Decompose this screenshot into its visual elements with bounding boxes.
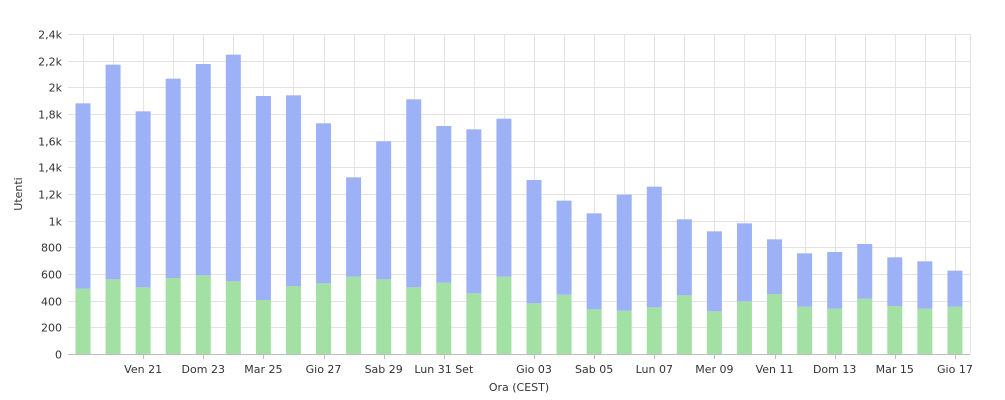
bar-segment-upper[interactable] — [706, 231, 722, 312]
y-tick-label: 2,2k — [38, 56, 62, 69]
y-tick-label: 0 — [55, 349, 62, 362]
bar-segment-lower[interactable] — [466, 293, 482, 354]
y-tick-label: 400 — [41, 296, 62, 309]
y-tick-label: 1k — [49, 216, 63, 229]
y-tick-label: 800 — [41, 242, 62, 255]
bar-segment-lower[interactable] — [105, 279, 121, 354]
y-tick-label: 600 — [41, 269, 62, 282]
bar-segment-upper[interactable] — [887, 257, 903, 306]
x-tick-label: Sab 05 — [575, 363, 613, 376]
y-tick-label: 1,6k — [38, 136, 62, 149]
y-tick-label: 1,8k — [38, 109, 62, 122]
bar-segment-lower[interactable] — [406, 287, 422, 354]
bar-segment-lower[interactable] — [285, 286, 301, 354]
x-tick-label: Mar 15 — [876, 363, 914, 376]
bar-segment-lower[interactable] — [376, 279, 392, 354]
bar-segment-upper[interactable] — [616, 194, 632, 311]
y-tick-label: 200 — [41, 322, 62, 335]
bar-segment-upper[interactable] — [466, 129, 482, 294]
x-tick-label: Ven 21 — [124, 363, 162, 376]
y-axis-title: Utenti — [12, 177, 25, 210]
bar-segment-lower[interactable] — [736, 301, 752, 354]
bar-segment-lower[interactable] — [616, 310, 632, 354]
x-tick-label: Dom 23 — [182, 363, 225, 376]
bar-segment-lower[interactable] — [556, 294, 572, 354]
bar-segment-lower[interactable] — [316, 283, 332, 354]
bar-segment-lower[interactable] — [586, 309, 602, 354]
x-tick-label: Gio 27 — [306, 363, 342, 376]
bar-segment-upper[interactable] — [556, 200, 572, 295]
x-tick-label: Dom 13 — [813, 363, 856, 376]
bar-segment-lower[interactable] — [767, 294, 783, 354]
bar-segment-upper[interactable] — [406, 99, 422, 288]
y-tick-label: 1,4k — [38, 162, 62, 175]
bar-segment-lower[interactable] — [496, 276, 512, 354]
bar-segment-upper[interactable] — [135, 111, 151, 288]
x-tick-label: Gio 17 — [937, 363, 973, 376]
bar-segment-upper[interactable] — [947, 270, 963, 307]
bar-segment-upper[interactable] — [797, 253, 813, 307]
bar-segment-lower[interactable] — [526, 303, 542, 354]
bar-segment-upper[interactable] — [646, 186, 662, 308]
bar-segment-upper[interactable] — [75, 103, 91, 289]
x-tick-label: Gio 03 — [516, 363, 552, 376]
bar-segment-lower[interactable] — [195, 275, 211, 354]
x-axis-title: Ora (CEST) — [489, 381, 549, 394]
bar-segment-lower[interactable] — [887, 306, 903, 354]
bar-segment-upper[interactable] — [225, 54, 241, 282]
bar-segment-lower[interactable] — [797, 306, 813, 354]
x-tick-label: Lun 07 — [636, 363, 673, 376]
bar-segment-upper[interactable] — [526, 180, 542, 304]
bar-segment-upper[interactable] — [436, 126, 452, 283]
bar-segment-upper[interactable] — [736, 223, 752, 302]
x-tick-label: Lun 31 Set — [414, 363, 474, 376]
x-tick-label: Mar 25 — [244, 363, 282, 376]
bar-segment-lower[interactable] — [165, 278, 181, 354]
bar-segment-upper[interactable] — [255, 96, 271, 300]
bar-segment-upper[interactable] — [346, 177, 362, 277]
bar-segment-lower[interactable] — [225, 281, 241, 354]
y-tick-label: 2k — [49, 82, 63, 95]
bar-segment-upper[interactable] — [917, 261, 933, 309]
bars — [75, 54, 963, 354]
x-tick-label: Mer 09 — [695, 363, 733, 376]
bar-segment-lower[interactable] — [917, 308, 933, 354]
bar-segment-lower[interactable] — [857, 298, 873, 354]
bar-segment-upper[interactable] — [195, 64, 211, 276]
bar-segment-lower[interactable] — [827, 308, 843, 354]
bar-segment-upper[interactable] — [165, 78, 181, 279]
bar-segment-lower[interactable] — [135, 287, 151, 354]
x-tick-label: Sab 29 — [365, 363, 403, 376]
bar-segment-upper[interactable] — [376, 141, 392, 280]
bar-segment-upper[interactable] — [857, 244, 873, 299]
x-tick-label: Ven 11 — [756, 363, 794, 376]
bar-segment-lower[interactable] — [436, 282, 452, 354]
bar-segment-lower[interactable] — [646, 307, 662, 354]
bar-segment-lower[interactable] — [947, 306, 963, 354]
bar-segment-lower[interactable] — [676, 295, 692, 354]
bar-segment-upper[interactable] — [285, 95, 301, 286]
bar-segment-lower[interactable] — [346, 276, 362, 354]
y-axis-ticks: 0 200 400 600 800 1k 1,2k 1,4k 1,6k 1,8k 2k 2,2k 2,4… — [38, 29, 62, 362]
bar-segment-lower[interactable] — [706, 311, 722, 354]
bar-segment-lower[interactable] — [255, 300, 271, 354]
bar-segment-upper[interactable] — [827, 252, 843, 309]
bar-segment-upper[interactable] — [676, 219, 692, 296]
x-axis-ticks: Ven 21 Dom 23 Mar 25 Gio 27 Sab 29 Lun 31 Set… — [124, 354, 973, 376]
bar-segment-upper[interactable] — [105, 64, 121, 280]
bar-segment-upper[interactable] — [586, 213, 602, 310]
y-tick-label: 2,4k — [38, 29, 62, 42]
bar-segment-upper[interactable] — [316, 123, 332, 284]
bar-segment-upper[interactable] — [496, 118, 512, 277]
bar-segment-upper[interactable] — [767, 239, 783, 294]
bar-segment-lower[interactable] — [75, 288, 91, 354]
y-tick-label: 1,2k — [38, 189, 62, 202]
